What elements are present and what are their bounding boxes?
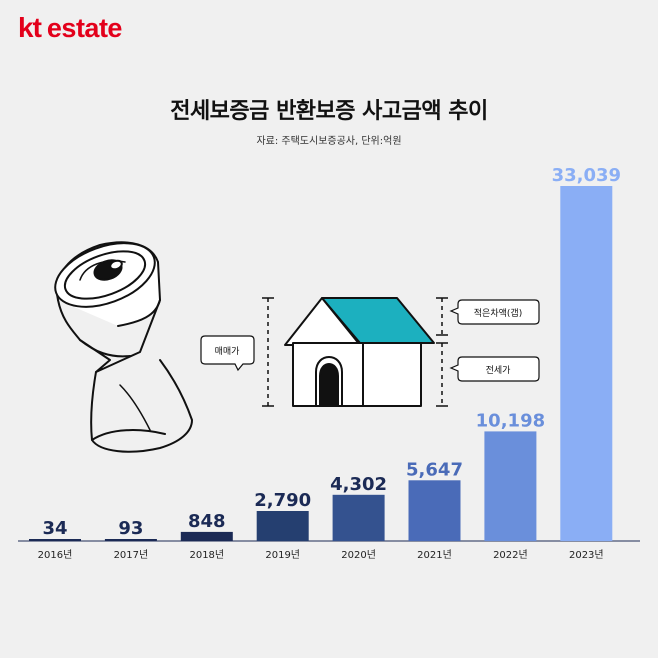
bar-2023년 [560, 186, 613, 541]
brand-logo: kt estate [18, 14, 122, 42]
data-label-2018년: 848 [188, 511, 226, 532]
bar-2022년 [484, 431, 537, 541]
data-label-2017년: 93 [118, 518, 143, 539]
x-tick-2022년: 2022년 [493, 549, 528, 561]
x-tick-2017년: 2017년 [114, 549, 149, 561]
label-sale-price: 매매가 [215, 346, 240, 357]
x-tick-2023년: 2023년 [569, 549, 604, 561]
data-label-2016년: 34 [42, 518, 67, 539]
dimension-lines [262, 297, 448, 407]
chart-source: 자료: 주택도시보증공사, 단위:억원 [256, 136, 402, 147]
data-label-2023년: 33,039 [552, 165, 621, 186]
bar-2019년 [256, 511, 309, 541]
x-tick-2018년: 2018년 [189, 549, 224, 561]
data-label-2022년: 10,198 [476, 410, 545, 431]
crushed-can-icon [54, 241, 193, 453]
data-label-2020년: 4,302 [330, 474, 387, 495]
bar-2016년 [29, 539, 81, 541]
house-icon [284, 297, 435, 407]
bar-2018년 [180, 531, 233, 541]
speech-bubbles [200, 299, 540, 382]
brand-logo-estate: estate [46, 13, 123, 43]
data-label-2021년: 5,647 [406, 459, 463, 480]
x-tick-2021년: 2021년 [417, 549, 452, 561]
bar-2021년 [408, 480, 461, 541]
x-tick-2020년: 2020년 [341, 549, 376, 561]
label-jeonse: 전세가 [486, 365, 511, 376]
brand-logo-kt: kt [18, 12, 42, 43]
data-label-2019년: 2,790 [254, 490, 311, 511]
bar-2017년 [104, 539, 157, 541]
x-tick-2019년: 2019년 [265, 549, 300, 561]
bar-2020년 [332, 494, 385, 541]
x-tick-2016년: 2016년 [38, 549, 73, 561]
label-small-gap: 적은차액(갭) [474, 307, 522, 319]
chart-title: 전세보증금 반환보증 사고금액 추이 [170, 99, 488, 124]
